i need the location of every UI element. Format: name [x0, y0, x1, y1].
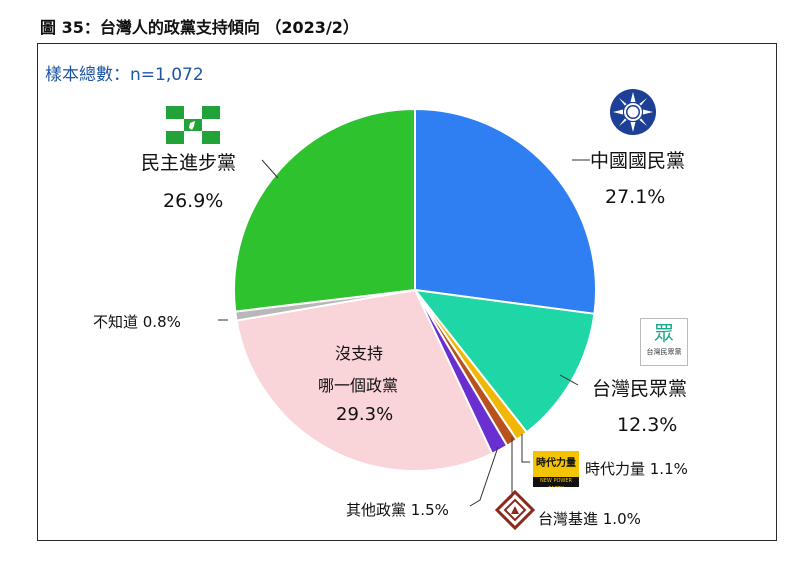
- pie-slice-7: [233, 107, 416, 313]
- pie-slice-1: [412, 288, 596, 434]
- leader-tpp: [559, 374, 579, 386]
- kmt-label: 中國國民黨: [590, 150, 686, 172]
- npp-label: 時代力量 1.1%: [585, 460, 688, 478]
- tpp-logo-glyph: 眾: [654, 321, 674, 345]
- tpp-logo-subtext: 台灣民眾黨: [646, 348, 682, 356]
- tpp-label: 台灣民眾黨: [592, 378, 688, 400]
- npp-logo-icon: 時代力量 NEW POWER PARTY: [533, 451, 579, 487]
- none-label-line2: 哪一個政黨: [318, 376, 399, 395]
- dpp-label: 民主進步黨: [141, 152, 237, 174]
- tsp-label: 台灣基進 1.0%: [538, 510, 641, 528]
- npp-logo-subtext: NEW POWER PARTY: [533, 477, 579, 487]
- sample-size-note: 樣本總數：n=1,072: [45, 65, 204, 85]
- none-pct: 29.3%: [336, 404, 394, 425]
- pie-slice-0: [414, 107, 597, 315]
- tpp-pct: 12.3%: [617, 414, 678, 436]
- chart-frame: [37, 43, 777, 541]
- leader-npp: [521, 434, 530, 463]
- dpp-pct: 26.9%: [163, 190, 224, 212]
- leader-other: [469, 446, 499, 507]
- npp-logo-glyph: 時代力量: [536, 458, 576, 469]
- tpp-logo-icon: 眾 台灣民眾黨: [640, 318, 688, 366]
- unknown-label: 不知道 0.8%: [93, 313, 181, 331]
- leader-dpp: [261, 159, 279, 179]
- pie-slice-5: [235, 288, 494, 472]
- figure-title: 圖 35：台灣人的政黨支持傾向 （2023/2）: [40, 18, 359, 37]
- kmt-pct: 27.1%: [605, 186, 666, 208]
- other-label: 其他政黨 1.5%: [346, 501, 449, 519]
- none-label-line1: 沒支持: [335, 344, 384, 363]
